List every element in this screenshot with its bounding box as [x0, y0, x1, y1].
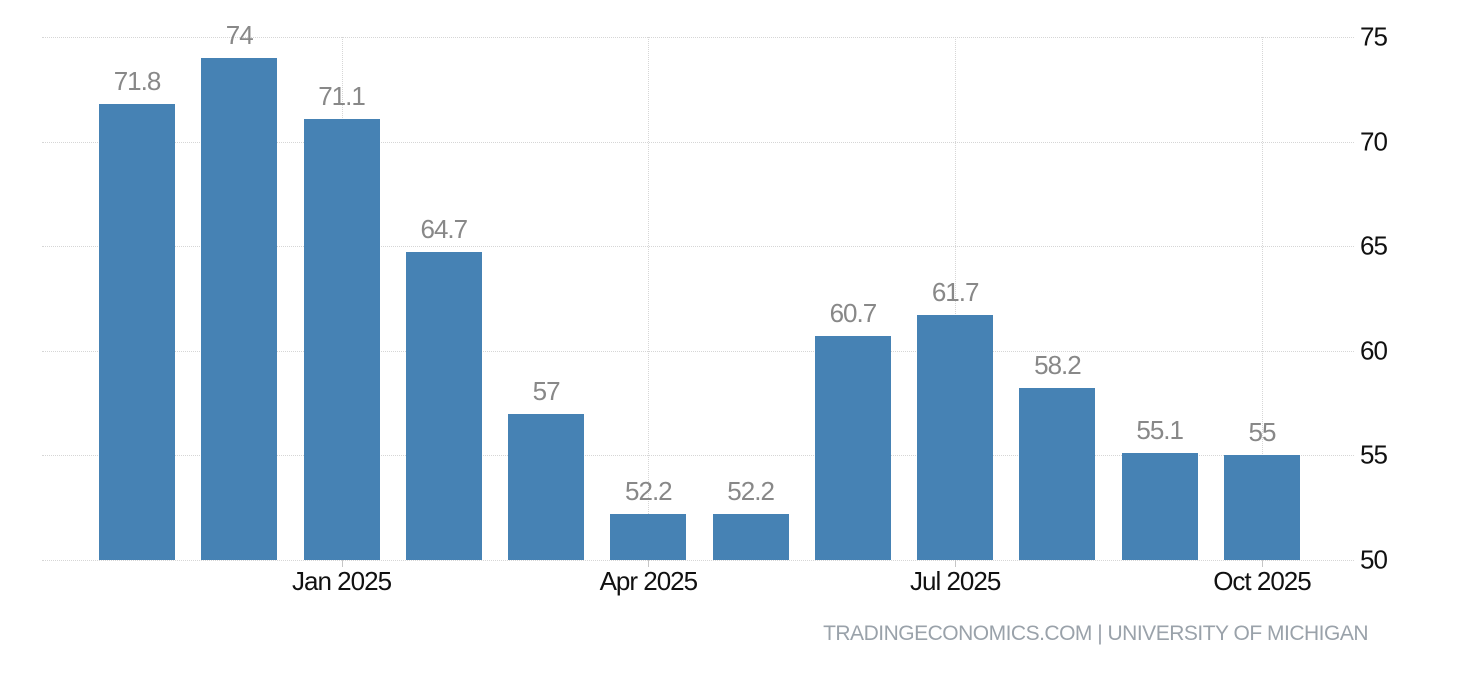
x-axis-tick: [1261, 560, 1263, 567]
y-gridline: [42, 246, 1354, 248]
bar[interactable]: [303, 118, 380, 560]
y-gridline: [42, 560, 1354, 561]
y-gridline: [42, 141, 1354, 143]
bar-value-label: 64.7: [420, 214, 468, 245]
bar-value-label: 74: [225, 19, 254, 50]
x-axis-tick-label: Jan 2025: [292, 566, 392, 596]
bar[interactable]: [814, 336, 891, 560]
bar[interactable]: [201, 57, 278, 560]
y-axis-tick-label: 75: [1360, 21, 1388, 52]
bar[interactable]: [405, 252, 482, 560]
y-axis-tick-label: 65: [1360, 230, 1388, 261]
bar[interactable]: [1223, 455, 1300, 560]
y-gridline: [42, 37, 1354, 38]
x-axis-tick: [648, 560, 650, 567]
bar[interactable]: [99, 103, 175, 560]
bar-value-label: 52.2: [727, 475, 775, 506]
y-gridline: [42, 350, 1354, 352]
y-axis-tick-label: 70: [1360, 126, 1388, 157]
bar-value-label: 71.8: [113, 65, 162, 96]
bar[interactable]: [712, 513, 789, 560]
x-gridline: [648, 37, 650, 560]
x-axis-tick-label: Oct 2025: [1213, 566, 1312, 596]
x-axis-tick-label: Jul 2025: [910, 566, 1001, 596]
x-gridline: [955, 37, 957, 560]
x-axis-tick-label: Apr 2025: [599, 566, 699, 596]
x-axis-tick: [341, 560, 343, 567]
bar-value-label: 57: [532, 375, 561, 406]
y-axis-tick-label: 50: [1360, 544, 1388, 575]
bar[interactable]: [1121, 453, 1198, 560]
bar[interactable]: [508, 413, 585, 560]
x-axis-tick: [955, 560, 957, 567]
bar[interactable]: [917, 315, 994, 560]
x-gridline: [1261, 37, 1263, 560]
bar-value-label: 61.7: [931, 277, 980, 308]
y-axis-tick-label: 55: [1360, 439, 1388, 470]
bar-value-label: 55: [1248, 417, 1277, 448]
bar-value-label: 60.7: [829, 298, 878, 329]
bar-value-label: 58.2: [1034, 350, 1082, 381]
bar[interactable]: [610, 513, 687, 560]
y-gridline: [42, 455, 1354, 457]
bar-value-label: 71.1: [318, 80, 366, 111]
bar-value-label: 55.1: [1136, 415, 1184, 446]
source-credit: TRADINGECONOMICS.COM | UNIVERSITY OF MIC…: [823, 622, 1368, 645]
y-axis-tick-label: 60: [1360, 335, 1388, 366]
bar[interactable]: [1019, 388, 1096, 560]
bar-value-label: 52.2: [625, 475, 673, 506]
